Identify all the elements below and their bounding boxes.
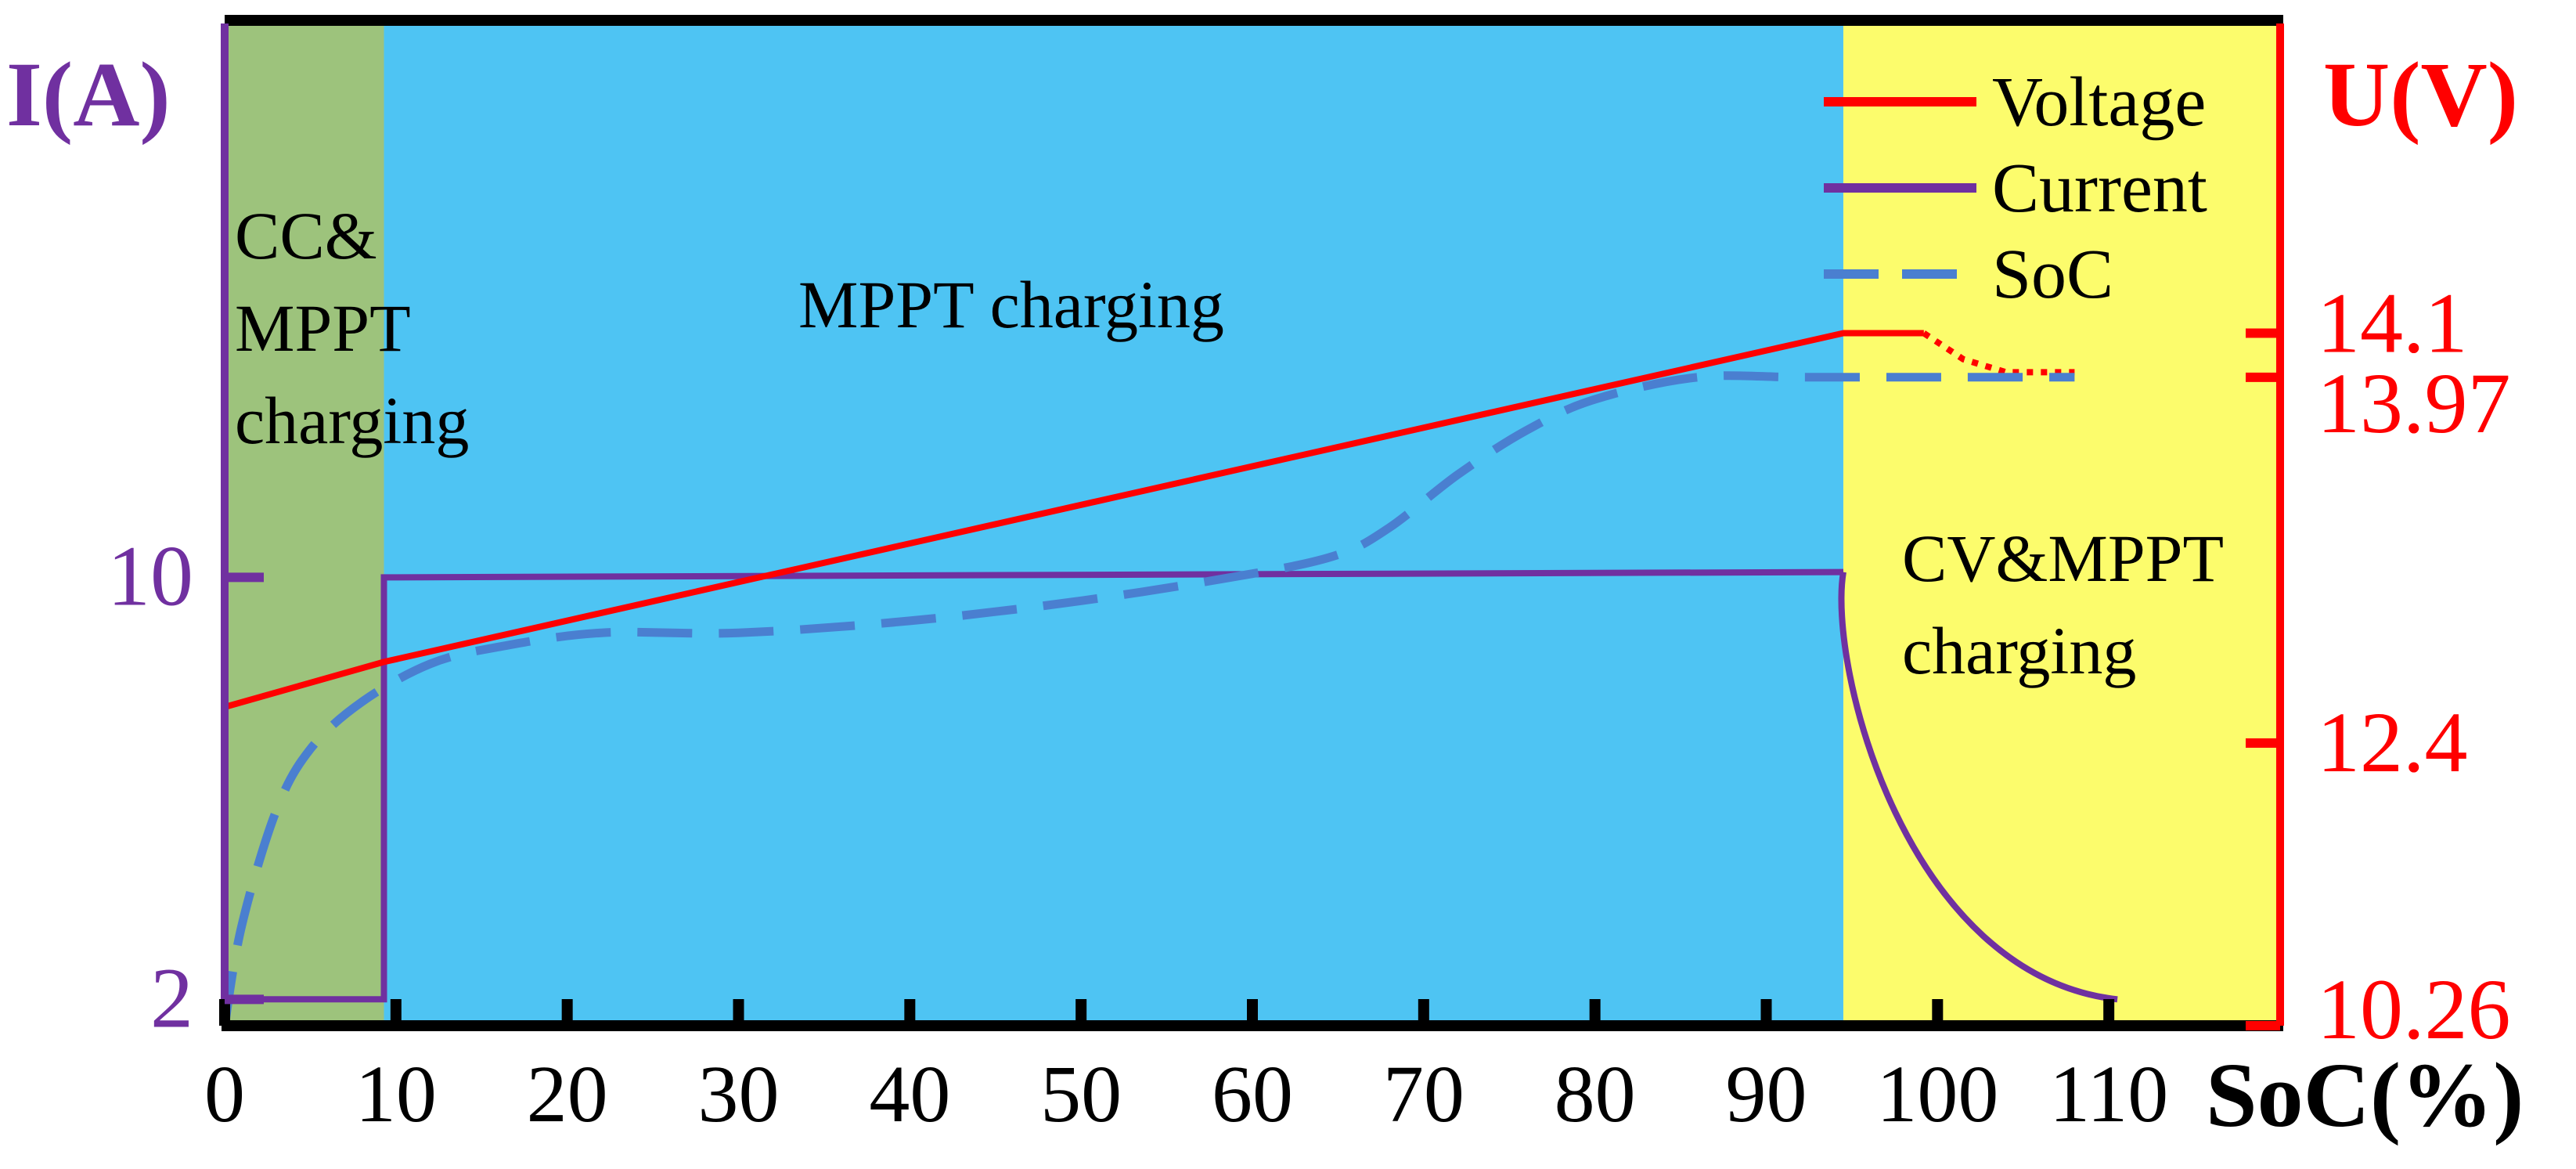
region-label-cv-mppt: CV&MPPT charging: [1902, 521, 2224, 688]
legend: Voltage Current SoC: [1824, 63, 2207, 313]
x-tick-label: 50: [1040, 1049, 1122, 1139]
right-tick-label: 13.97: [2317, 355, 2511, 451]
x-axis-title: SoC(%): [2206, 1044, 2524, 1146]
x-tick-label: 20: [527, 1049, 608, 1139]
x-tick-label: 90: [1726, 1049, 1807, 1139]
legend-label-soc: SoC: [1992, 236, 2113, 313]
region-label-line: CC&: [235, 198, 377, 273]
region-label-line: CV&MPPT: [1902, 521, 2224, 596]
x-tick-label: 30: [698, 1049, 780, 1139]
x-tick-label: 60: [1212, 1049, 1293, 1139]
region-bg-0: [225, 23, 384, 1026]
region-label-mppt: MPPT charging: [798, 267, 1224, 342]
x-tick-label: 10: [355, 1049, 437, 1139]
soc-series-line: [220, 371, 2075, 1026]
x-tick-label: 40: [869, 1049, 950, 1139]
legend-label-current: Current: [1992, 150, 2207, 227]
left-tick-label: 10: [107, 528, 193, 623]
axes: 0 10 20 30 40 50 60 70 80 90 100 110 10 2 14.113.97 12.…: [107, 15, 2511, 1139]
right-tick-label: 12.4: [2317, 695, 2468, 790]
left-tick-label: 2: [150, 950, 193, 1045]
region-label-line: charging: [1902, 613, 2136, 688]
voltage-series-line: [223, 330, 1924, 710]
current-cv-decay-line: [1838, 571, 2118, 1003]
region-label-line: charging: [235, 383, 469, 458]
x-tick-label: 70: [1383, 1049, 1465, 1139]
legend-label-voltage: Voltage: [1992, 63, 2206, 141]
right-tick-label: 10.26: [2317, 962, 2511, 1057]
right-axis-title: U(V): [2323, 43, 2518, 146]
x-tick-label: 0: [204, 1049, 245, 1139]
region-label-line: MPPT: [235, 290, 411, 366]
region-label-cc-mppt: CC& MPPT charging: [235, 198, 469, 458]
x-tick-label: 110: [2049, 1049, 2168, 1139]
region-label-line: MPPT charging: [798, 267, 1224, 342]
x-tick-label: 80: [1555, 1049, 1636, 1139]
x-tick-label: 100: [1876, 1049, 1998, 1139]
region-bg-1: [384, 23, 1843, 1026]
left-axis-title: I(A): [6, 43, 171, 146]
right-tick-label: 14.1: [2317, 276, 2468, 371]
